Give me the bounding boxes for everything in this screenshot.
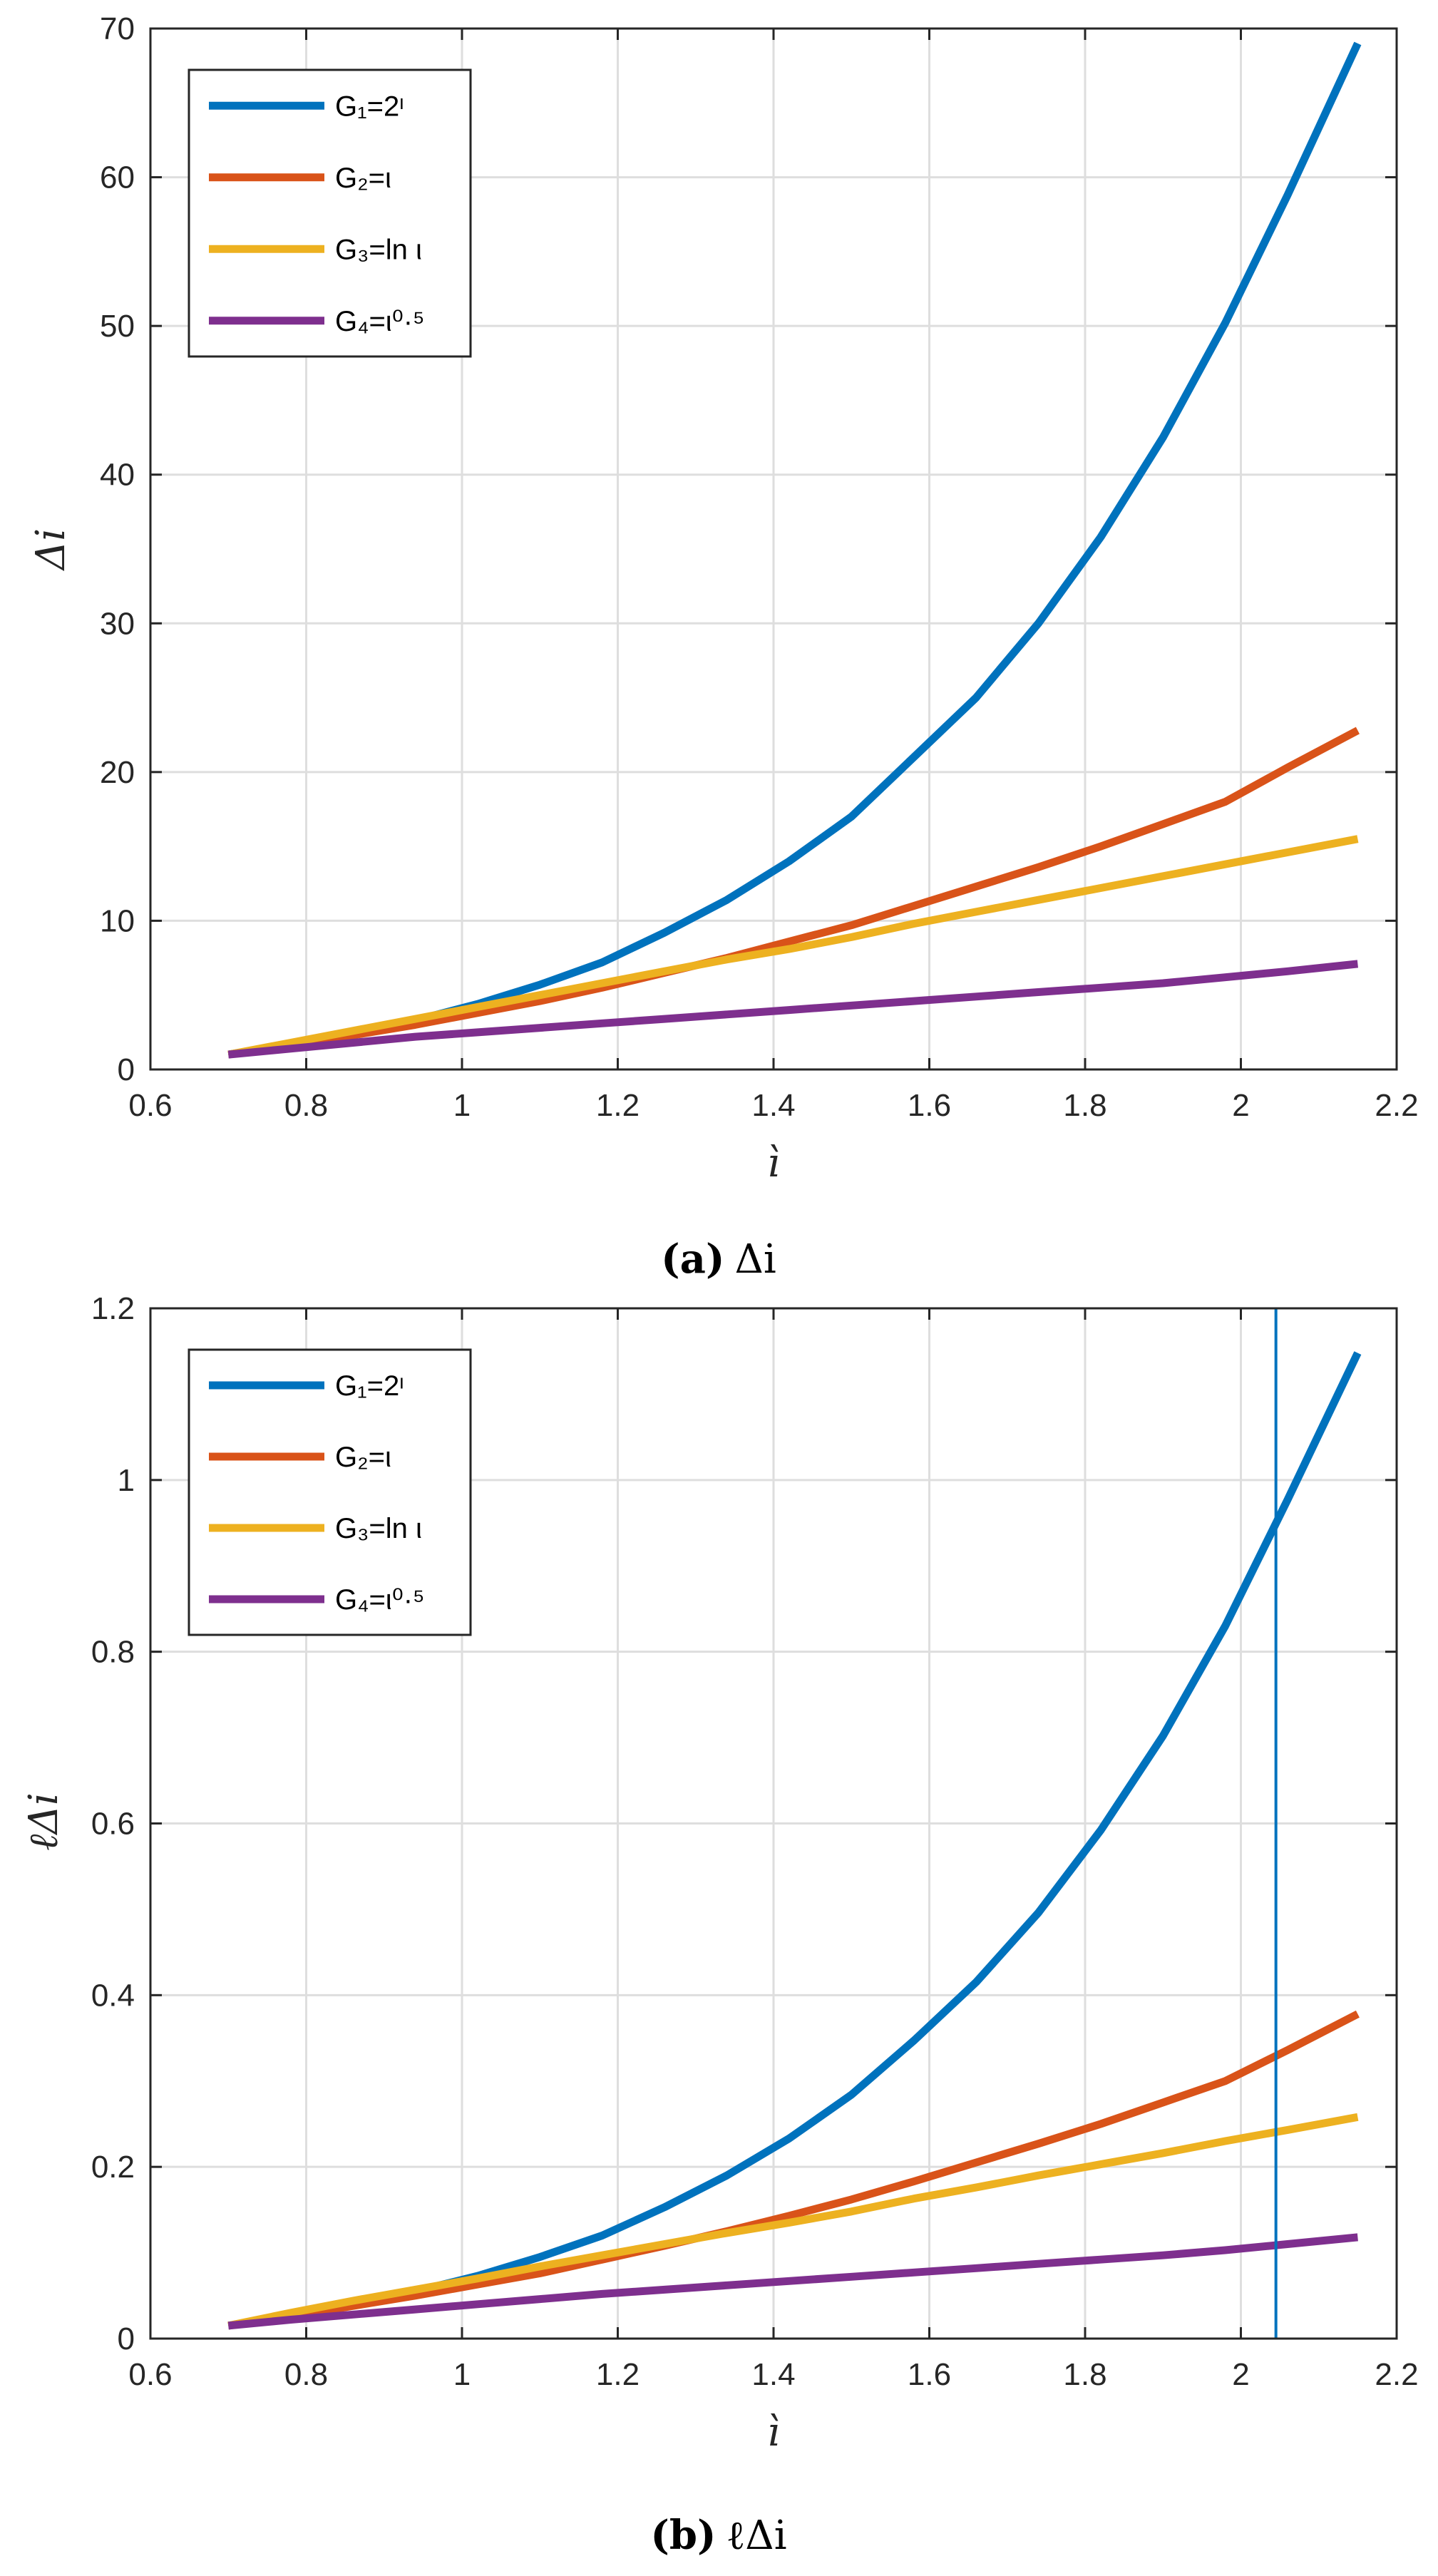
chart-a-caption: (a) Δi xyxy=(661,1236,776,1283)
chart-b-legend-label: G₁=2ᶥ xyxy=(335,1370,404,1402)
chart-a-ytick-label: 40 xyxy=(100,458,135,493)
chart-b-ytick-label: 0.6 xyxy=(91,1807,135,1842)
chart-a-legend-label: G₁=2ᶥ xyxy=(335,91,404,122)
chart-b-xtick-label: 1.6 xyxy=(908,2357,951,2392)
chart-a-xtick-label: 1 xyxy=(453,1088,471,1123)
chart-b-legend-label: G₄=ι⁰·⁵ xyxy=(335,1584,425,1616)
chart-b-caption: (b) ℓΔi xyxy=(650,2512,786,2559)
chart-b-xtick-label: 1.2 xyxy=(596,2357,640,2392)
chart-b-ylabel: ℓΔi xyxy=(21,1792,67,1851)
chart-a-xtick-label: 1.4 xyxy=(751,1088,795,1123)
chart-a-ytick-label: 10 xyxy=(100,903,135,938)
chart-a: 0.6 0.8 1 1.2 1.4 1.6 1.8 2 2.2 0 10 20 30 40 50 60 70 ì… xyxy=(28,11,1419,1283)
chart-b-ytick-label: 1 xyxy=(118,1463,135,1498)
chart-a-ytick-label: 70 xyxy=(100,11,135,46)
chart-a-xtick-label: 1.8 xyxy=(1063,1088,1106,1123)
chart-b-xlabel: ì xyxy=(767,2409,780,2456)
chart-a-ylabel: Δi xyxy=(28,528,74,571)
chart-a-xtick-label: 1.6 xyxy=(908,1088,951,1123)
chart-a-legend: G₁=2ᶥ G₂=ι G₃=ln ι G₄=ι⁰·⁵ xyxy=(188,68,472,358)
chart-b-xtick-label: 1.4 xyxy=(751,2357,795,2392)
chart-b-series xyxy=(227,1308,1362,2339)
chart-b-legend-label: G₃=ln ι xyxy=(335,1513,422,1544)
chart-a-xtick-label: 1.2 xyxy=(596,1088,640,1123)
chart-b-legend-label: G₂=ι xyxy=(335,1442,391,1473)
chart-a-caption-label: (a) xyxy=(661,1236,724,1283)
chart-a-series xyxy=(227,41,1362,1059)
chart-b-legend: G₁=2ᶥ G₂=ι G₃=ln ι G₄=ι⁰·⁵ xyxy=(188,1348,472,1636)
chart-a-ytick-label: 60 xyxy=(100,160,135,195)
chart-b-xtick-label: 1 xyxy=(453,2357,471,2392)
chart-b-ytick-label: 0.4 xyxy=(91,1978,135,2013)
chart-b: 0.6 0.8 1 1.2 1.4 1.6 1.8 2 2.2 0 0.2 0.4 0.6 0.8 1 1.2… xyxy=(21,1291,1419,2559)
chart-b-series-line-3 xyxy=(227,2113,1359,2330)
chart-a-legend-label: G₄=ι⁰·⁵ xyxy=(335,306,425,337)
chart-b-legend-box xyxy=(188,1348,472,1636)
chart-a-legend-box xyxy=(188,68,472,358)
chart-a-series-line-4 xyxy=(227,960,1358,1059)
chart-b-series-line-4 xyxy=(227,2233,1358,2330)
chart-a-legend-label: G₂=ι xyxy=(335,163,391,194)
chart-b-xtick-label: 1.8 xyxy=(1063,2357,1106,2392)
chart-b-xtick-label: 2.2 xyxy=(1375,2357,1418,2392)
chart-a-series-line-3 xyxy=(227,835,1359,1059)
chart-a-axes-box xyxy=(149,27,1398,1071)
chart-b-xtick-label: 0.8 xyxy=(284,2357,328,2392)
chart-b-xtick-label: 0.6 xyxy=(128,2357,172,2392)
chart-a-series-line-2 xyxy=(227,727,1360,1059)
chart-b-ytick-label: 0.8 xyxy=(91,1635,135,1670)
chart-a-xtick-label: 0.6 xyxy=(128,1088,172,1123)
chart-b-xtick-label: 2 xyxy=(1232,2357,1249,2392)
chart-a-ytick-label: 0 xyxy=(118,1052,135,1087)
chart-b-ytick-label: 0 xyxy=(118,2321,135,2356)
chart-b-ticks: 0.6 0.8 1 1.2 1.4 1.6 1.8 2 2.2 0 0.2 0.4 0.6 0.8 1 1.2 xyxy=(91,1291,1419,2392)
chart-a-xtick-label: 2.2 xyxy=(1375,1088,1418,1123)
chart-b-caption-label: (b) xyxy=(650,2512,716,2559)
chart-b-caption-text: ℓΔi xyxy=(726,2513,786,2559)
chart-a-ytick-label: 50 xyxy=(100,309,135,344)
chart-a-xtick-label: 0.8 xyxy=(284,1088,328,1123)
chart-a-ytick-label: 20 xyxy=(100,755,135,790)
chart-a-legend-label: G₃=ln ι xyxy=(335,234,422,265)
chart-a-ytick-label: 30 xyxy=(100,606,135,641)
chart-b-ytick-label: 0.2 xyxy=(91,2150,135,2185)
chart-a-xlabel: ì xyxy=(767,1140,780,1186)
chart-b-series-line-2 xyxy=(227,2010,1360,2330)
chart-b-ytick-label: 1.2 xyxy=(91,1291,135,1326)
chart-b-axes-box xyxy=(149,1307,1398,2340)
chart-a-xtick-label: 2 xyxy=(1232,1088,1249,1123)
chart-a-ticks: 0.6 0.8 1 1.2 1.4 1.6 1.8 2 2.2 0 10 20 30 40 50 60 70 xyxy=(100,11,1419,1123)
chart-a-caption-text: Δi xyxy=(734,1236,776,1283)
